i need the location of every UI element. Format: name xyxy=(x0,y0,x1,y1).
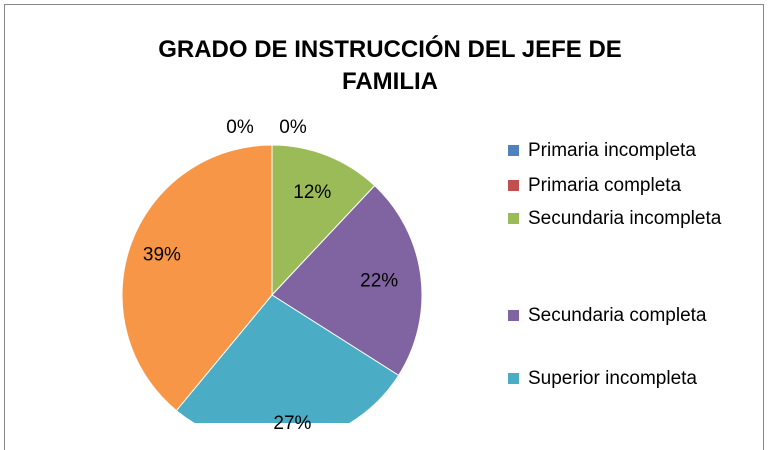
legend-swatch xyxy=(508,310,519,321)
data-label: 0% xyxy=(279,117,307,138)
pie xyxy=(121,144,423,423)
legend-label: Superior incompleta xyxy=(528,368,697,389)
data-label: 12% xyxy=(293,182,331,203)
legend-item: Secundaria completa xyxy=(508,303,760,328)
pie-slice xyxy=(271,144,376,297)
pie-slice xyxy=(271,184,423,377)
legend-label: Secundaria incompleta xyxy=(528,208,722,229)
legend-label: Secundaria completa xyxy=(528,305,707,326)
pie-slice xyxy=(121,144,273,412)
chart-title: GRADO DE INSTRUCCIÓN DEL JEFE DE FAMILIA xyxy=(158,36,622,95)
pie-slice xyxy=(175,294,400,423)
data-label: 22% xyxy=(360,270,398,291)
legend-label: Primaria incompleta xyxy=(528,140,696,161)
legend-item: Primaria incompleta xyxy=(508,138,760,163)
legend-swatch xyxy=(508,145,519,156)
legend-swatch xyxy=(508,373,519,384)
data-label: 27% xyxy=(273,413,311,434)
data-label: 39% xyxy=(143,244,181,265)
data-label: 0% xyxy=(226,117,254,138)
frame xyxy=(4,4,764,450)
legend-label: Primaria completa xyxy=(528,175,682,196)
legend-item: Superior incompleta xyxy=(508,366,760,391)
legend-swatch xyxy=(508,213,519,224)
legend-item: Secundaria incompleta xyxy=(508,206,760,231)
legend-item: Primaria completa xyxy=(508,173,760,198)
legend-swatch xyxy=(508,180,519,191)
